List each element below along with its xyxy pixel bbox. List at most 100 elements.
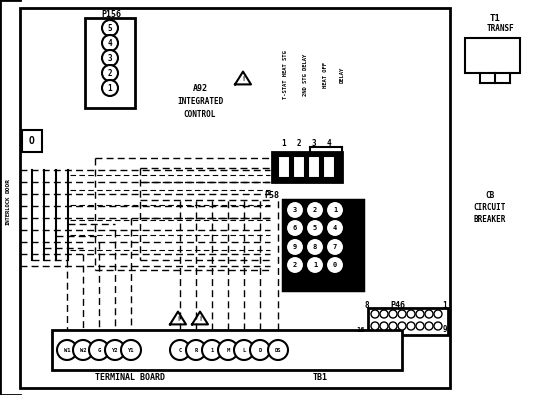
Text: 2: 2 [293,262,297,268]
Circle shape [380,322,388,330]
Text: Y1: Y1 [128,348,134,352]
Circle shape [73,340,93,360]
Text: T1: T1 [490,13,500,23]
Circle shape [102,20,118,36]
Circle shape [306,238,324,256]
Circle shape [89,340,109,360]
Text: 1: 1 [281,139,286,147]
Text: DOOR: DOOR [6,177,11,192]
Circle shape [102,65,118,81]
Text: TB1: TB1 [312,374,327,382]
Circle shape [398,322,406,330]
Circle shape [218,340,238,360]
Bar [278,156,290,178]
Text: 5: 5 [313,225,317,231]
Circle shape [389,322,397,330]
Bar [465,38,520,73]
Circle shape [326,256,344,274]
Text: HEAT OFF: HEAT OFF [322,62,327,88]
Text: 8: 8 [313,244,317,250]
Text: P156: P156 [101,9,121,19]
Text: 2: 2 [297,139,301,147]
Circle shape [202,340,222,360]
Text: 16: 16 [357,327,365,333]
Circle shape [286,201,304,219]
Text: CONTROL: CONTROL [184,109,216,118]
Bar [293,156,305,178]
Text: 7: 7 [333,244,337,250]
Text: INTERLOCK: INTERLOCK [6,196,11,225]
Text: 1: 1 [333,207,337,213]
Circle shape [268,340,288,360]
Text: 4: 4 [327,139,331,147]
Circle shape [306,256,324,274]
Circle shape [102,80,118,96]
Text: G: G [98,348,101,352]
Circle shape [57,340,77,360]
Circle shape [371,322,379,330]
Circle shape [434,310,442,318]
Text: 4: 4 [333,225,337,231]
Text: 2: 2 [107,68,112,77]
Text: 1: 1 [313,262,317,268]
Circle shape [416,322,424,330]
Circle shape [102,50,118,66]
Text: BREAKER: BREAKER [474,214,506,224]
Bar [52,330,402,370]
Circle shape [326,201,344,219]
Text: 0: 0 [333,262,337,268]
Text: 3: 3 [312,139,316,147]
Text: 4: 4 [107,38,112,47]
Circle shape [398,310,406,318]
Circle shape [380,310,388,318]
Text: L: L [243,348,245,352]
Circle shape [234,340,254,360]
Text: 1: 1 [107,83,112,92]
Bar [308,156,320,178]
Text: 9: 9 [443,325,447,335]
Text: 1: 1 [443,301,447,310]
Text: W2: W2 [80,348,86,352]
Circle shape [286,238,304,256]
Bar [85,18,135,108]
Circle shape [306,219,324,237]
Text: P46: P46 [391,301,406,310]
Text: CB: CB [485,190,495,199]
Circle shape [326,238,344,256]
Text: O: O [29,136,35,146]
Text: 2: 2 [313,207,317,213]
Text: INTEGRATED: INTEGRATED [177,96,223,105]
Text: 2ND STG DELAY: 2ND STG DELAY [302,54,307,96]
Text: TERMINAL BOARD: TERMINAL BOARD [95,374,165,382]
Text: DELAY: DELAY [340,67,345,83]
Circle shape [250,340,270,360]
Text: M: M [227,348,229,352]
Circle shape [286,219,304,237]
Bar [283,200,363,290]
Text: C: C [178,348,182,352]
Bar [368,308,448,335]
Circle shape [170,340,190,360]
Text: 3: 3 [107,53,112,62]
Bar [22,130,42,152]
Bar [323,156,335,178]
Circle shape [371,310,379,318]
Text: 5: 5 [107,23,112,32]
Circle shape [102,35,118,51]
Circle shape [425,322,433,330]
Circle shape [434,322,442,330]
Text: 8: 8 [365,301,370,310]
Circle shape [306,201,324,219]
Text: T-STAT HEAT STG: T-STAT HEAT STG [283,51,288,100]
Text: 6: 6 [293,225,297,231]
Text: P58: P58 [264,190,280,199]
Circle shape [121,340,141,360]
Bar [20,8,450,388]
Text: 1: 1 [211,348,214,352]
Text: DS: DS [275,348,281,352]
Text: !: ! [198,316,202,322]
Circle shape [389,310,397,318]
Circle shape [407,322,415,330]
Bar [272,152,342,182]
Text: !: ! [176,316,180,322]
